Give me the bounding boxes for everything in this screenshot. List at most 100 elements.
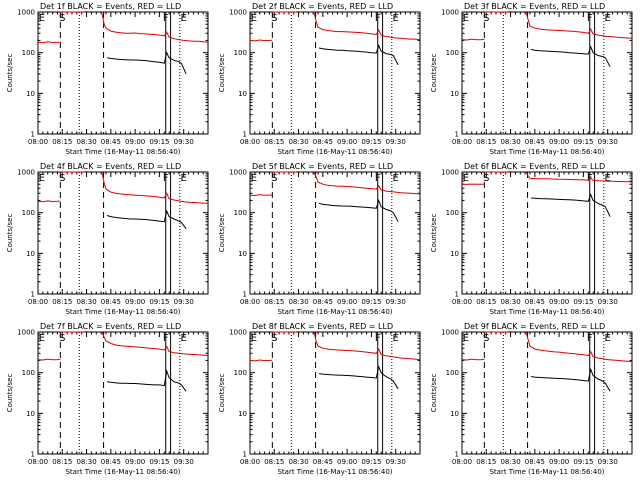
x-tick-label: 08:15 (476, 298, 496, 306)
y-tick-label: 1000 (441, 169, 459, 177)
x-tick-label: 08:45 (101, 138, 121, 146)
series-black-events (106, 51, 187, 75)
marker-letter: S (483, 333, 489, 344)
x-tick-label: 09:00 (125, 458, 145, 466)
x-tick-label: 08:30 (288, 298, 308, 306)
x-tick-label: 08:15 (52, 138, 72, 146)
series-red-lld (313, 172, 421, 195)
x-tick-label: 09:30 (598, 298, 618, 306)
x-tick-label: 08:30 (500, 298, 520, 306)
x-tick-label: 08:45 (313, 138, 333, 146)
plot-panel-2: Det 2f BLACK = Events, RED = LLD 1 10 100 10… (218, 2, 421, 156)
y-tick-label: 1 (243, 451, 247, 459)
series-red-lld (249, 194, 273, 197)
y-axis-label: Counts/sec (6, 54, 14, 93)
y-tick-label: 1 (455, 451, 459, 459)
x-tick-label: 09:15 (573, 298, 593, 306)
x-axis-label: Start Time (16-May-11 08:56:40) (489, 308, 604, 316)
x-tick-label: 08:30 (500, 138, 520, 146)
x-tick-label: 09:30 (174, 138, 194, 146)
plot-panel-9: Det 9f BLACK = Events, RED = LLD 1 10 100 10… (430, 322, 633, 476)
plot-title: Det 7f BLACK = Events, RED = LLD (40, 322, 181, 331)
x-tick-label: 09:15 (149, 138, 169, 146)
plot-frame (249, 331, 421, 455)
y-axis-label: Counts/sec (218, 214, 226, 253)
marker-letter: S (271, 13, 277, 24)
y-tick-label: 1000 (441, 9, 459, 17)
series-red-lld (525, 12, 633, 39)
y-tick-label: 10 (450, 250, 459, 258)
x-tick-label: 08:00 (452, 298, 472, 306)
x-tick-label: 09:15 (149, 298, 169, 306)
marker-letter: E (181, 333, 187, 344)
plot-title: Det 8f BLACK = Events, RED = LLD (252, 322, 393, 331)
plot-frame (37, 171, 209, 295)
x-tick-label: 08:30 (288, 458, 308, 466)
plot-title: Det 5f BLACK = Events, RED = LLD (252, 162, 393, 171)
x-tick-label: 09:00 (549, 298, 569, 306)
x-tick-label: 08:00 (28, 458, 48, 466)
y-tick-label: 10 (26, 410, 35, 418)
marker-letter: E (605, 333, 611, 344)
series-black-events (106, 369, 187, 392)
x-tick-label: 09:00 (337, 298, 357, 306)
x-tick-label: 08:00 (240, 458, 260, 466)
series-red-lld (249, 359, 273, 362)
x-tick-label: 08:30 (500, 458, 520, 466)
x-tick-label: 08:30 (76, 298, 96, 306)
y-tick-label: 100 (234, 369, 247, 377)
plot-panel-1: Det 1f BLACK = Events, RED = LLD 1 10 100 10… (6, 2, 209, 156)
x-axis-label: Start Time (16-May-11 08:56:40) (277, 148, 392, 156)
series-black-events (318, 198, 399, 222)
plot-panel-3: Det 3f BLACK = Events, RED = LLD 1 10 100 10… (430, 2, 633, 156)
plot-title: Det 9f BLACK = Events, RED = LLD (464, 322, 605, 331)
y-tick-label: 100 (234, 209, 247, 217)
y-tick-label: 100 (22, 369, 35, 377)
x-tick-label: 09:30 (598, 138, 618, 146)
y-tick-label: 10 (450, 90, 459, 98)
series-red-lld (37, 358, 61, 361)
marker-letter: S (59, 173, 65, 184)
marker-letter: E (39, 173, 45, 184)
y-tick-label: 10 (238, 410, 247, 418)
x-tick-label: 09:30 (386, 138, 406, 146)
x-axis-label: Start Time (16-May-11 08:56:40) (489, 148, 604, 156)
y-axis-label: Counts/sec (218, 374, 226, 413)
series-red-lld (313, 12, 421, 41)
x-tick-label: 08:15 (264, 138, 284, 146)
x-axis-label: Start Time (16-May-11 08:56:40) (65, 308, 180, 316)
series-black-events (530, 193, 611, 217)
y-tick-label: 100 (446, 369, 459, 377)
marker-letter: F (375, 13, 381, 24)
marker-letter: S (59, 13, 65, 24)
x-tick-label: 08:00 (28, 138, 48, 146)
marker-letter: S (271, 173, 277, 184)
plot-frame (461, 331, 633, 455)
y-tick-label: 1000 (17, 169, 35, 177)
x-tick-label: 09:00 (337, 138, 357, 146)
x-tick-label: 08:45 (525, 138, 545, 146)
x-tick-label: 08:00 (28, 298, 48, 306)
marker-letter: E (393, 13, 399, 24)
marker-letter: E (605, 13, 611, 24)
y-tick-label: 1000 (441, 329, 459, 337)
x-tick-label: 08:45 (525, 458, 545, 466)
marker-letter: F (375, 333, 381, 344)
plot-panel-4: Det 4f BLACK = Events, RED = LLD 1 10 100 10… (6, 162, 209, 316)
y-tick-label: 10 (238, 250, 247, 258)
y-tick-label: 100 (234, 49, 247, 57)
y-tick-label: 1 (31, 451, 35, 459)
x-tick-label: 08:15 (264, 298, 284, 306)
x-tick-label: 08:15 (52, 458, 72, 466)
plot-panel-5: Det 5f BLACK = Events, RED = LLD 1 10 100 10… (218, 162, 421, 316)
x-axis-label: Start Time (16-May-11 08:56:40) (277, 308, 392, 316)
marker-letter: E (251, 13, 257, 24)
x-tick-label: 09:15 (361, 458, 381, 466)
plot-panel-6: Det 6f BLACK = Events, RED = LLD 1 10 100 10… (430, 162, 633, 316)
x-tick-label: 08:45 (525, 298, 545, 306)
marker-letter: S (59, 333, 65, 344)
x-tick-label: 08:30 (76, 458, 96, 466)
y-tick-label: 1000 (229, 169, 247, 177)
y-tick-label: 10 (238, 90, 247, 98)
plot-panel-7: Det 7f BLACK = Events, RED = LLD 1 10 100 10… (6, 322, 209, 476)
